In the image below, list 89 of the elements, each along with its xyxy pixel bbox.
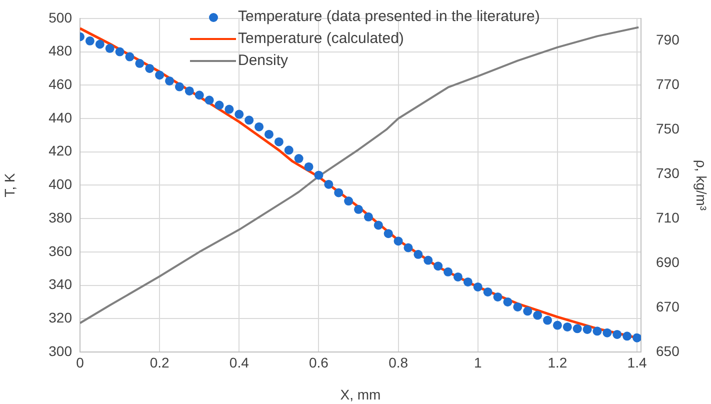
x-tick-label: 0 [76,354,84,370]
point [453,272,462,282]
point [592,326,602,336]
point [244,116,254,125]
x-tick-label: 0.2 [150,354,170,370]
point [85,36,94,46]
y-axis-title: T, K [1,172,18,198]
point [155,70,164,80]
y-tick-label: 340 [48,276,72,292]
point [582,324,592,334]
point [364,212,373,222]
point [254,122,264,132]
x-tick-label: 0.6 [308,354,329,370]
point [523,306,532,316]
point [463,277,472,286]
point [294,154,304,164]
y2-tick-label: 750 [656,120,680,136]
point [224,104,234,114]
point [334,188,344,198]
legend-label: Temperature (data presented in the literature) [238,7,540,27]
legend-label: Temperature (calculated) [238,29,404,49]
y2-axis-title: ρ, kg/m³ [694,160,710,211]
point [314,170,324,180]
point [194,90,204,100]
x-tick-label: 0.4 [229,354,250,370]
point [234,110,244,119]
y-tick-label: 380 [48,209,72,226]
point [602,328,612,338]
point [324,180,334,189]
point [414,250,423,259]
y-tick-label: 440 [48,109,72,126]
point [513,302,522,312]
x-tick-label: 0.8 [388,354,408,370]
y2-tick-label: 690 [656,254,680,270]
y2-tick-label: 770 [656,76,680,92]
y2-tick-label: 730 [656,164,680,181]
y2-tick-label: 790 [656,32,680,48]
point [434,262,443,271]
point [612,330,622,339]
point [125,52,134,62]
point [444,267,453,276]
y-tick-label: 320 [48,310,72,326]
legend-label: Density [238,51,288,71]
point [105,44,114,53]
y-tick-label: 480 [48,42,72,59]
point [552,320,562,330]
point [184,86,194,96]
point [533,310,542,320]
x-axis-title: X, mm [340,386,381,402]
point [284,146,294,155]
point [572,324,582,334]
point [145,64,154,73]
y-tick-label: 500 [48,9,72,26]
y-tick-label: 420 [48,142,72,159]
point [632,333,641,342]
point [115,47,124,56]
y-tick-label: 400 [48,176,72,192]
point [543,316,552,325]
point [483,287,492,296]
point [204,96,214,105]
point [304,162,314,172]
point [394,236,403,246]
point [165,76,174,86]
point [274,137,284,146]
y2-tick-label: 670 [656,298,680,314]
point [95,40,104,49]
point [374,220,383,230]
point [473,282,482,292]
x-tick-label: 1.2 [548,354,568,370]
point [503,297,512,306]
point [214,100,224,110]
y-tick-label: 360 [48,242,72,259]
point [493,292,502,302]
x-tick-label: 1 [474,354,482,370]
point [354,204,364,214]
point [135,58,144,68]
y2-tick-label: 710 [656,209,680,226]
point [174,82,184,92]
y-tick-label: 460 [48,76,72,92]
point [562,322,572,332]
point [424,256,433,265]
point [344,196,354,206]
y2-tick-label: 650 [656,342,680,359]
point [384,229,393,238]
point [264,130,274,139]
y-tick-label: 300 [48,342,72,359]
x-tick-label: 1.4 [627,354,647,370]
point [622,332,632,341]
point [404,243,413,252]
